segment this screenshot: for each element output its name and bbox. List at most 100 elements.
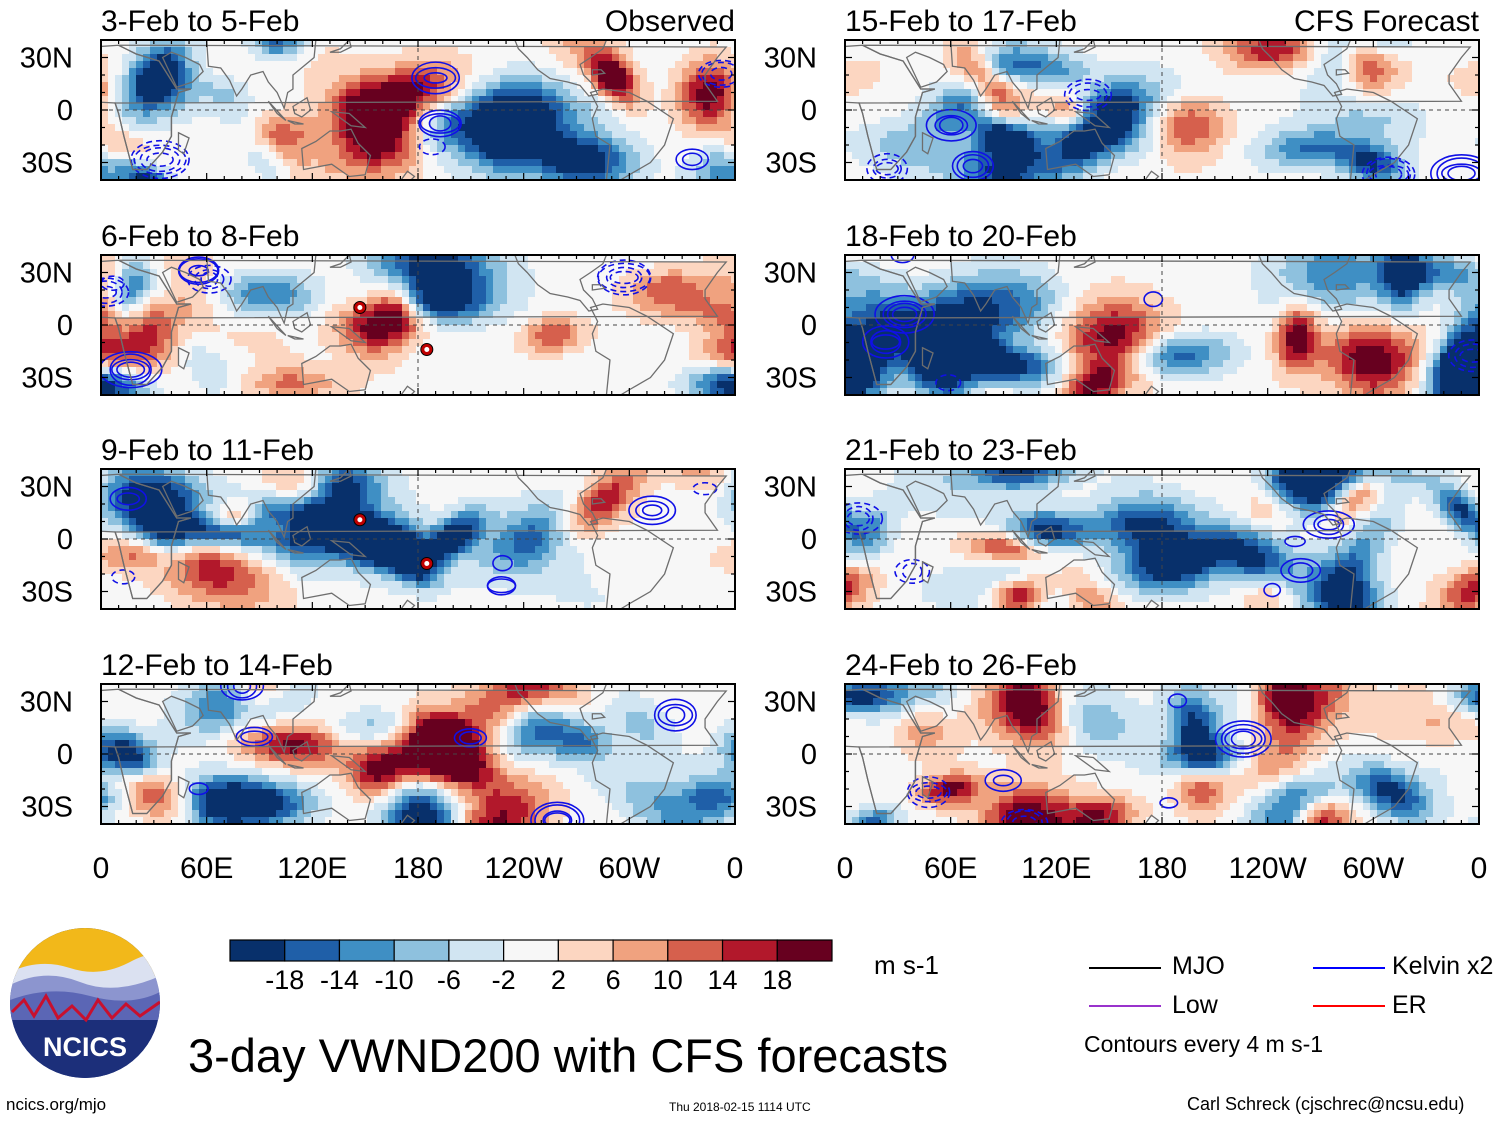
x-tick-label: 180 [393, 852, 443, 885]
x-tick-label: 60W [598, 852, 660, 885]
panel-4: 30N 0 30S 12-Feb to 14-Feb 0 60E 120E 180 120W 60… [20, 649, 744, 885]
legend-label: Low [1172, 991, 1218, 1019]
panel-period: 21-Feb to 23-Feb [845, 434, 1077, 467]
y-tick-label: 30S [765, 792, 817, 824]
y-tick-label: 30N [20, 687, 73, 719]
y-tick-label: 30S [765, 148, 817, 180]
y-tick-label: 0 [801, 95, 817, 127]
colorbar-label: 14 [707, 965, 738, 995]
site-link[interactable]: ncics.org/mjo [6, 1095, 107, 1114]
y-tick-label: 30S [21, 577, 73, 609]
y-tick-label: 0 [57, 310, 73, 342]
colorbar-label: -6 [436, 965, 461, 995]
legend-line [1089, 967, 1161, 969]
x-tick-label: 120E [277, 852, 347, 885]
x-tick-label: 60E [924, 852, 977, 885]
panel-period: 15-Feb to 17-Feb [845, 5, 1077, 38]
panel-period: 3-Feb to 5-Feb [101, 5, 299, 38]
panel-5: 30N 0 30S 15-Feb to 17-Feb CFS Forecast [764, 5, 1480, 181]
y-tick-label: 0 [801, 524, 817, 556]
colorbar [229, 939, 833, 962]
panel-period: 18-Feb to 20-Feb [845, 220, 1077, 253]
panel-2: 30N 0 30S 6-Feb to 8-Feb [20, 220, 736, 396]
y-tick-label: 30N [20, 472, 73, 504]
colorbar-label: -10 [374, 965, 414, 995]
y-tick-label: 0 [57, 739, 73, 771]
colorbar-swatch [721, 939, 778, 962]
y-tick-label: 30S [765, 577, 817, 609]
legend-label: Kelvin x2 [1392, 952, 1494, 980]
panel-period: 9-Feb to 11-Feb [101, 434, 314, 467]
panel-period: 12-Feb to 14-Feb [101, 649, 333, 682]
legend-line [1313, 1005, 1385, 1007]
main-title: 3-day VWND200 with CFS forecasts [188, 1029, 949, 1082]
colorbar-swatch [776, 939, 833, 962]
panel-source: Observed [605, 5, 735, 38]
x-tick-label: 60E [180, 852, 233, 885]
tc-marker-1 [353, 513, 367, 527]
colorbar-swatch [503, 939, 559, 962]
colorbar-swatch [393, 939, 450, 962]
x-tick-label: 120W [1228, 852, 1307, 885]
ncics-logo: NCICS [10, 928, 160, 1078]
colorbar-swatch [448, 939, 505, 962]
x-tick-label: 180 [1137, 852, 1187, 885]
panel-source: CFS Forecast [1294, 5, 1480, 38]
colorbar-swatch [229, 939, 286, 962]
contour-note: Contours every 4 m s-1 [1084, 1031, 1324, 1057]
panel-6: 30N 0 30S 18-Feb to 20-Feb [764, 220, 1480, 396]
x-tick-label: 0 [1471, 852, 1488, 885]
colorbar-label: -14 [319, 965, 359, 995]
colorbar-label: 18 [762, 965, 793, 995]
panel-period: 24-Feb to 26-Feb [845, 649, 1077, 682]
colorbar-swatch [667, 939, 724, 962]
panels-layer: 30N 0 30S 3-Feb to 5-Feb Observed 30N 0 30S 6-Fe… [20, 5, 1488, 885]
x-tick-label: 0 [727, 852, 744, 885]
y-tick-label: 30N [764, 687, 817, 719]
y-tick-label: 0 [57, 95, 73, 127]
tc-marker-2 [420, 343, 434, 356]
legend-line [1313, 967, 1385, 969]
y-tick-label: 0 [801, 739, 817, 771]
panel-7: 30N 0 30S 21-Feb to 23-Feb [764, 434, 1480, 610]
y-tick-label: 30N [20, 258, 73, 290]
tc-marker-2 [420, 557, 434, 570]
panel-3: 30N 0 30S 9-Feb to 11-Feb [20, 434, 736, 610]
y-tick-label: 30S [21, 792, 73, 824]
logo-text: NCICS [43, 1032, 127, 1062]
x-tick-label: 120W [484, 852, 563, 885]
panel-period: 6-Feb to 8-Feb [101, 220, 299, 253]
colorbar-label: 2 [550, 965, 566, 995]
colorbar-swatch [612, 939, 669, 962]
colorbar-units: m s-1 [874, 950, 939, 980]
y-tick-label: 30S [21, 148, 73, 180]
legend-label: MJO [1172, 952, 1225, 980]
y-tick-label: 30N [20, 43, 73, 75]
y-tick-label: 0 [57, 524, 73, 556]
x-tick-label: 0 [93, 852, 110, 885]
colorbar-swatch [338, 939, 395, 962]
legend-line [1089, 1005, 1161, 1007]
panel-1: 30N 0 30S 3-Feb to 5-Feb Observed [20, 5, 736, 181]
y-tick-label: 30N [764, 472, 817, 504]
y-tick-label: 30N [764, 43, 817, 75]
colorbar-label: 10 [652, 965, 683, 995]
legend-label: ER [1392, 991, 1427, 1019]
tc-marker-1 [353, 301, 367, 314]
colorbar-swatch [557, 939, 614, 962]
y-tick-label: 30S [21, 363, 73, 395]
y-tick-label: 0 [801, 310, 817, 342]
y-tick-label: 30S [765, 363, 817, 395]
x-tick-label: 120E [1021, 852, 1091, 885]
colorbar-label: 6 [605, 965, 621, 995]
panel-8: 30N 0 30S 24-Feb to 26-Feb 0 60E 120E 180 120W 60… [764, 649, 1488, 885]
timestamp: Thu 2018-02-15 1114 UTC [669, 1100, 811, 1114]
x-tick-label: 0 [837, 852, 854, 885]
x-tick-label: 60W [1342, 852, 1404, 885]
colorbar-label: -18 [265, 965, 305, 995]
colorbar-swatch [284, 939, 341, 962]
author-credit: Carl Schreck (cjschrec@ncsu.edu) [1187, 1094, 1465, 1114]
y-tick-label: 30N [764, 258, 817, 290]
colorbar-label: -2 [491, 965, 516, 995]
